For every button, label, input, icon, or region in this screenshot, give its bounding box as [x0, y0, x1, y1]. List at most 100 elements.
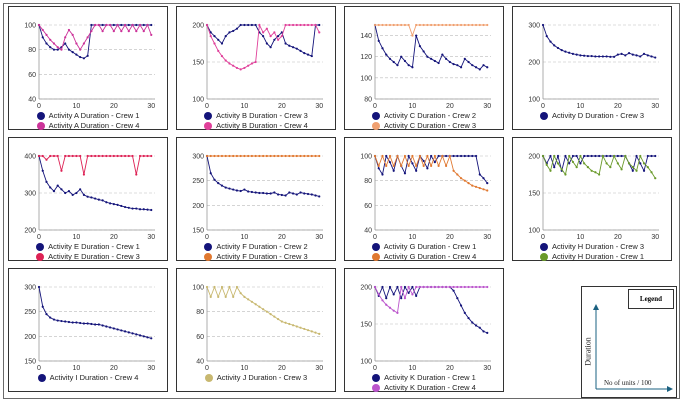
data-point: [616, 154, 619, 158]
data-point: [568, 154, 571, 158]
data-point: [90, 196, 93, 199]
data-point: [276, 35, 280, 38]
data-point: [392, 164, 395, 167]
legend-marker: [371, 242, 380, 251]
data-point: [433, 59, 436, 63]
x-tick-label: 10: [409, 103, 417, 110]
data-point: [224, 59, 227, 62]
data-point: [217, 295, 220, 298]
data-point: [101, 199, 104, 202]
y-tick-label: 300: [24, 191, 36, 198]
data-point: [291, 23, 295, 27]
data-point: [247, 190, 250, 193]
data-point: [71, 154, 74, 158]
data-point: [280, 35, 283, 38]
data-point: [276, 193, 280, 196]
data-point: [415, 164, 418, 167]
data-point: [486, 23, 489, 27]
chart-panel-2: 80 100 120 140 0 10 20 30 Activity C Duration - …: [344, 6, 504, 130]
data-point: [49, 46, 52, 49]
data-point: [396, 285, 399, 289]
data-point: [71, 321, 74, 324]
legend-entry: Activity K Duration - Crew 4: [345, 382, 503, 393]
data-point: [60, 319, 63, 323]
data-point: [310, 154, 313, 158]
x-tick-label: 0: [373, 103, 377, 110]
legend-marker: [371, 121, 380, 130]
data-point: [303, 23, 306, 27]
data-point: [306, 53, 310, 56]
data-point: [120, 204, 123, 208]
data-point: [112, 154, 115, 158]
data-point: [94, 23, 97, 27]
legend-label: Activity G Duration - Crew 4: [383, 252, 477, 261]
y-tick-label: 150: [24, 359, 36, 366]
x-tick-label: 20: [446, 234, 454, 241]
data-point: [471, 285, 474, 289]
data-point: [247, 154, 250, 158]
data-point: [571, 154, 575, 158]
data-point: [471, 64, 474, 67]
data-point: [452, 169, 455, 172]
legend-marker: [37, 373, 46, 382]
data-point: [45, 180, 48, 183]
data-point: [97, 154, 100, 158]
data-point: [288, 191, 291, 194]
data-point: [388, 285, 392, 289]
data-point: [220, 184, 224, 187]
data-point: [549, 40, 552, 43]
data-point: [407, 164, 410, 167]
data-point: [448, 60, 451, 64]
data-point: [64, 191, 67, 195]
data-point: [45, 33, 48, 36]
data-point: [318, 23, 321, 27]
data-point: [403, 172, 407, 175]
data-point: [579, 154, 582, 158]
data-point: [205, 285, 209, 289]
data-point: [90, 322, 93, 326]
data-point: [624, 154, 627, 158]
data-point: [217, 49, 220, 53]
data-point: [381, 173, 384, 176]
data-point: [437, 164, 440, 167]
data-point: [583, 154, 586, 158]
legend-key: Legend Duration No of units / 100: [581, 286, 677, 398]
data-point: [422, 50, 425, 53]
data-point: [243, 23, 246, 27]
data-point: [101, 23, 104, 27]
data-point: [418, 154, 422, 158]
data-point: [49, 186, 52, 189]
data-point: [392, 169, 395, 172]
data-point: [262, 191, 265, 195]
data-point: [381, 154, 384, 158]
data-point: [635, 154, 638, 158]
data-point: [463, 179, 466, 182]
y-tick-label: 150: [528, 191, 540, 198]
series-line-1: [38, 23, 152, 51]
data-point: [94, 154, 97, 158]
data-point: [549, 169, 552, 172]
data-point: [631, 53, 634, 56]
data-point: [79, 188, 82, 191]
data-point: [403, 23, 407, 27]
data-point: [79, 55, 82, 59]
x-tick-label: 30: [147, 103, 155, 110]
data-point: [120, 329, 123, 332]
x-tick-label: 30: [483, 365, 491, 372]
data-point: [60, 169, 63, 172]
data-point: [377, 293, 380, 296]
data-point: [232, 64, 235, 67]
legend-key-axes: [593, 304, 673, 392]
data-point: [444, 154, 448, 158]
legend-label: Activity C Duration - Crew 2: [383, 111, 477, 120]
data-point: [280, 320, 283, 323]
x-tick-label: 0: [205, 103, 209, 110]
data-point: [586, 154, 590, 158]
data-point: [213, 42, 216, 45]
data-point: [426, 167, 429, 170]
data-point: [586, 54, 590, 58]
data-point: [75, 321, 78, 324]
y-tick-label: 80: [196, 309, 204, 316]
data-point: [553, 166, 556, 169]
data-point: [288, 44, 291, 47]
